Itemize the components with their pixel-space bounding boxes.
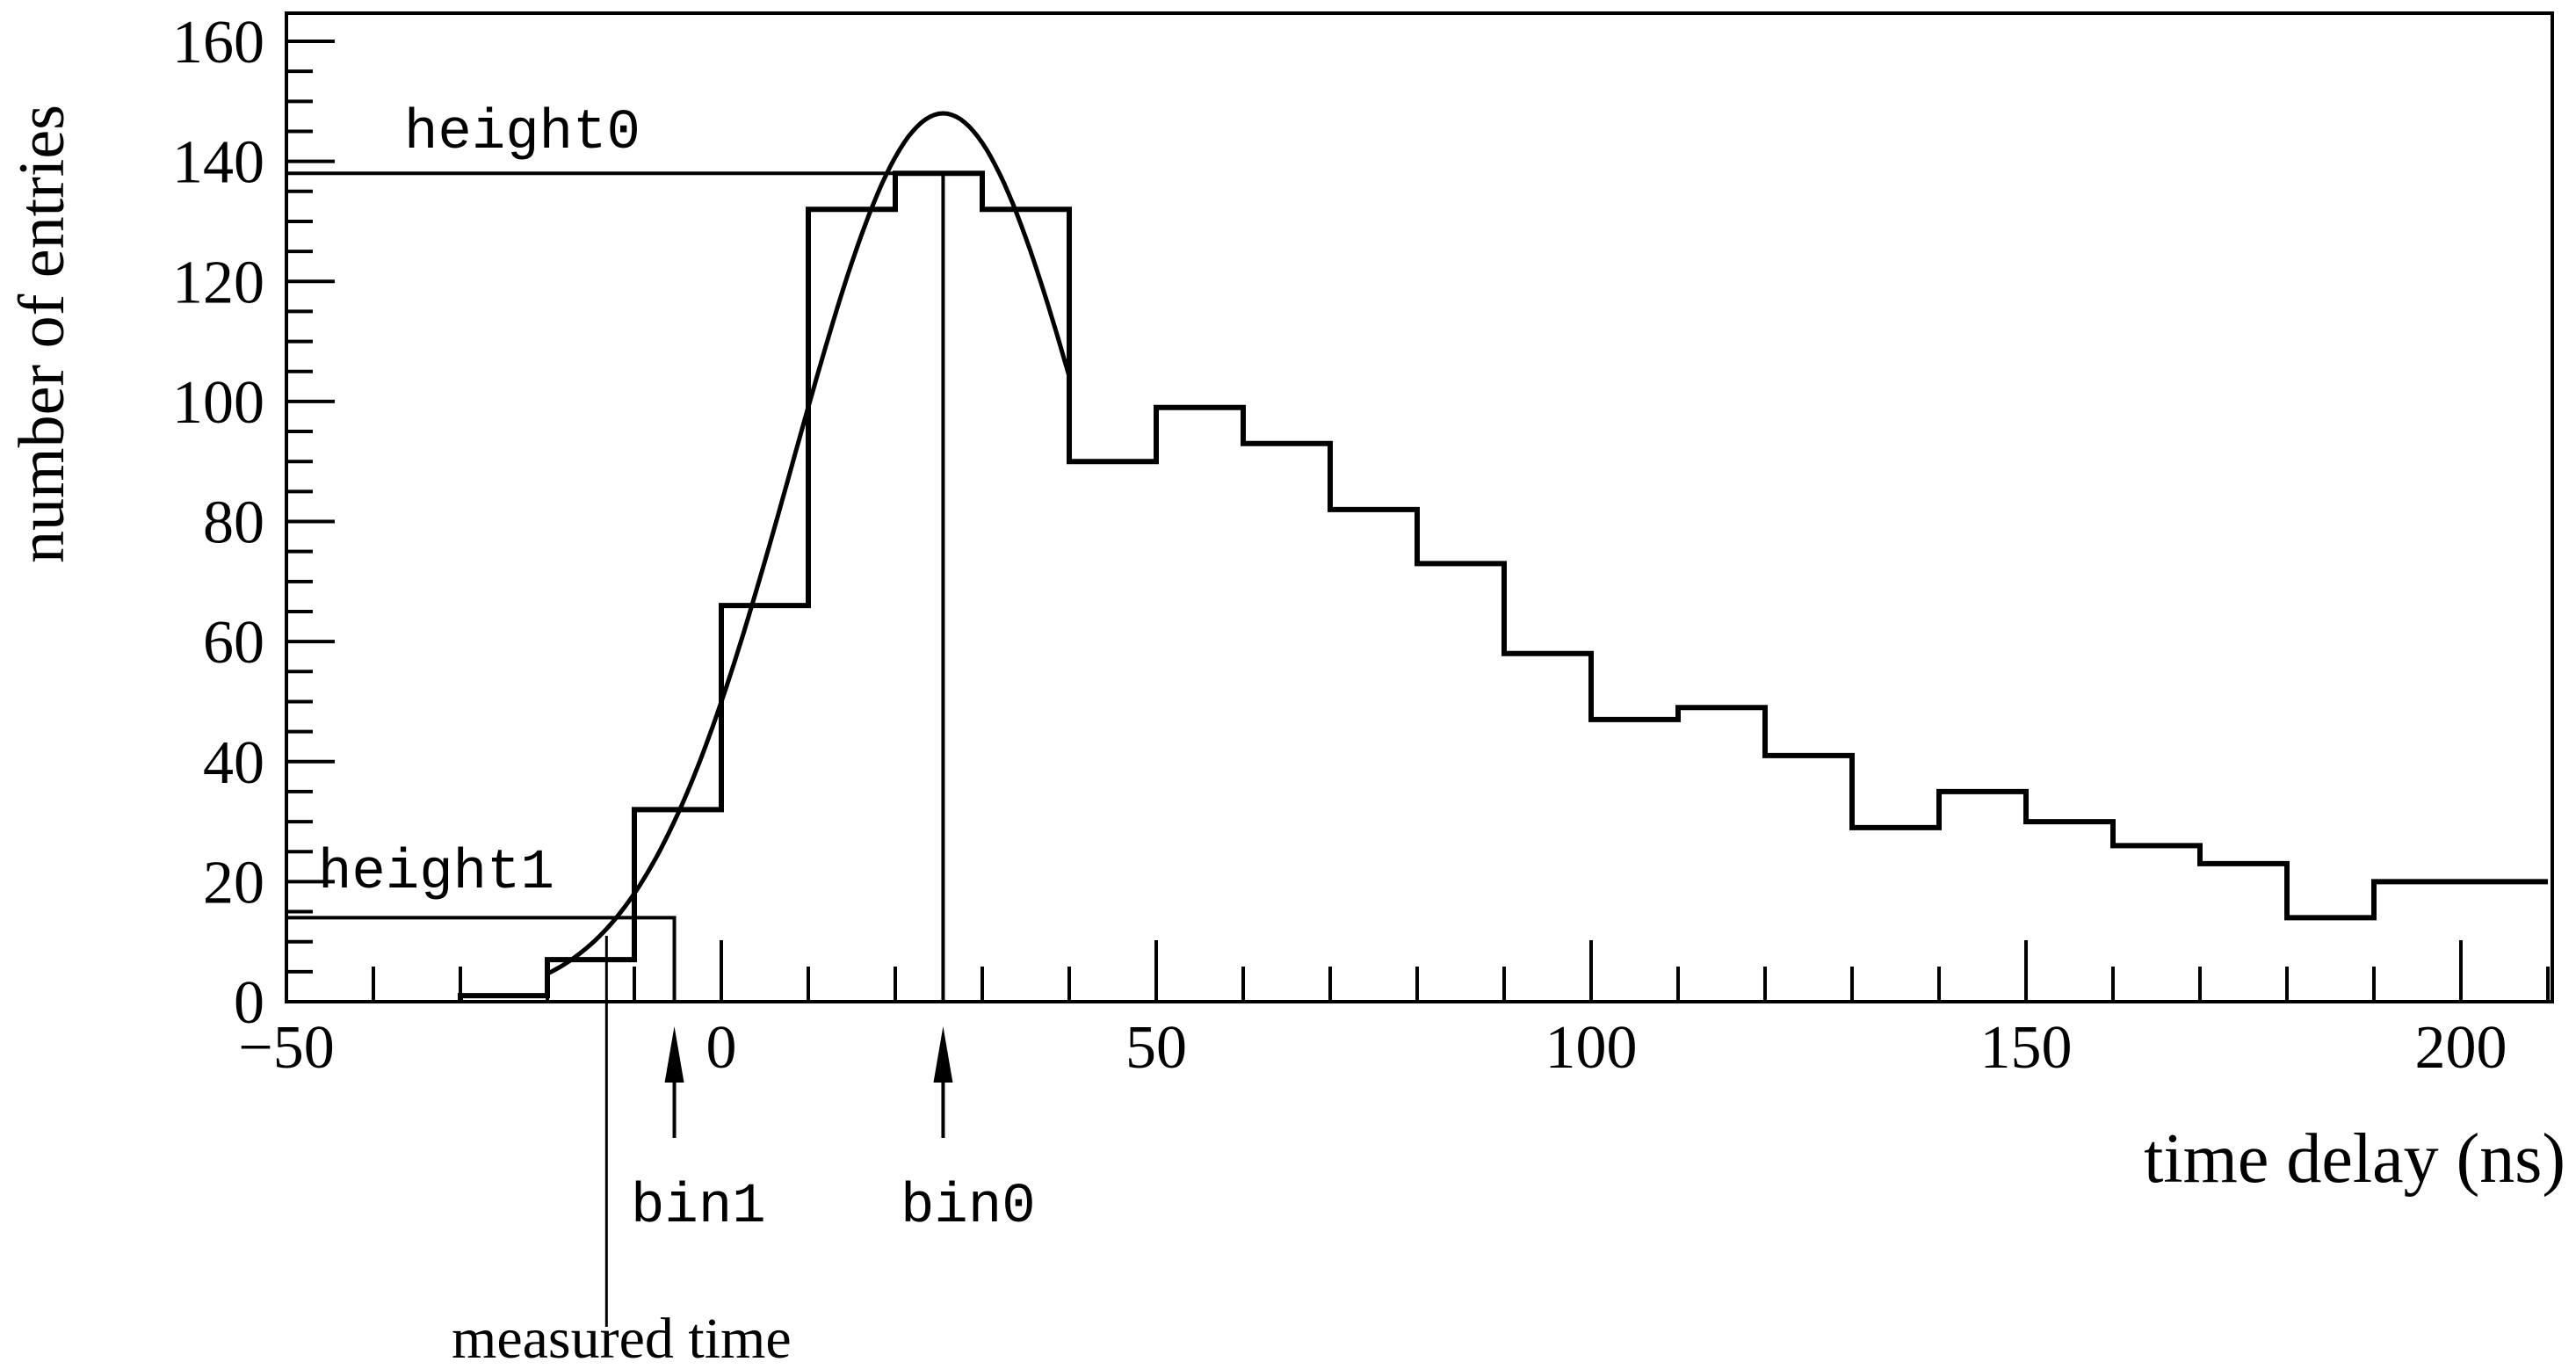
- y-axis-label: number of entries: [6, 105, 78, 563]
- y-tick-label: 100: [172, 369, 264, 437]
- x-axis-label: time delay (ns): [2144, 1120, 2565, 1198]
- histogram-bin: [1939, 792, 2026, 1002]
- gaussian-fit-curve: [546, 111, 1072, 976]
- x-tick-label: 150: [1980, 1014, 2073, 1082]
- height1-line: [286, 916, 677, 1002]
- histogram-bin: [1330, 510, 1417, 1002]
- histogram-bin: [1678, 707, 1765, 1002]
- bin0-arrow-icon: [933, 1026, 953, 1083]
- histogram-bin: [1591, 720, 1678, 1002]
- y-tick-label: 40: [203, 729, 264, 797]
- histogram-bin: [808, 209, 895, 1002]
- y-tick-label: 120: [172, 249, 264, 316]
- histogram-bin: [1765, 756, 1852, 1002]
- histogram-outline: [458, 170, 2548, 1002]
- height0-label: height0: [404, 102, 640, 165]
- histogram-bin: [1417, 563, 1504, 1002]
- plot-frame: [285, 11, 2554, 1003]
- x-tick-label: 50: [1125, 1014, 1187, 1082]
- y-tick-label: 160: [172, 9, 264, 76]
- histogram-bin: [1504, 654, 1591, 1002]
- y-tick-label: 140: [172, 129, 264, 197]
- x-tick-label: −50: [238, 1014, 334, 1082]
- x-tick-label: 0: [706, 1014, 737, 1082]
- histogram-bin: [1156, 408, 1243, 1002]
- histogram-bin: [2461, 881, 2548, 1002]
- histogram-bin: [2287, 917, 2374, 1002]
- y-tick-label: 20: [203, 849, 264, 916]
- bin1-label: bin1: [631, 1176, 766, 1239]
- measured-time-label: measured time: [452, 1307, 792, 1369]
- histogram-bin: [1243, 444, 1330, 1002]
- height1-label: height1: [318, 842, 554, 905]
- histogram-bin: [2026, 822, 2113, 1002]
- x-tick-label: 100: [1545, 1014, 1638, 1082]
- y-tick-label: 60: [203, 609, 264, 677]
- histogram-bin: [1852, 828, 1939, 1002]
- histogram-bin: [2374, 881, 2461, 1002]
- bin1-arrow-icon: [664, 1026, 684, 1083]
- x-tick-label: 200: [2415, 1014, 2507, 1082]
- histogram-bin: [634, 809, 721, 1002]
- y-tick-label: 0: [234, 969, 264, 1037]
- bin0-label: bin0: [901, 1176, 1036, 1239]
- y-tick-label: 80: [203, 489, 264, 557]
- histogram-bin: [2113, 845, 2200, 1002]
- histogram-bin: [895, 173, 982, 1002]
- histogram-bin: [1069, 461, 1156, 1002]
- height0-line: [286, 171, 945, 1002]
- histogram-bin: [2200, 864, 2287, 1002]
